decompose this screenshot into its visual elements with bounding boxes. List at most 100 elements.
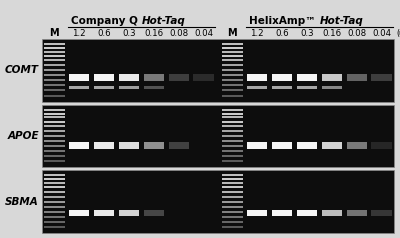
Bar: [44, 174, 65, 176]
Bar: [247, 142, 268, 149]
Text: 0.16: 0.16: [144, 29, 164, 38]
Bar: [44, 221, 65, 223]
Bar: [222, 160, 243, 162]
Bar: [222, 69, 243, 71]
Bar: [371, 142, 392, 149]
Text: COMT: COMT: [5, 65, 39, 75]
Bar: [119, 209, 139, 216]
Text: 0.16: 0.16: [322, 29, 342, 38]
Bar: [222, 221, 243, 223]
Bar: [222, 140, 243, 142]
Bar: [272, 142, 292, 149]
Bar: [247, 209, 268, 216]
Bar: [44, 125, 65, 127]
Bar: [42, 105, 394, 167]
Bar: [222, 51, 243, 53]
Bar: [69, 142, 90, 149]
Bar: [322, 209, 342, 216]
Bar: [69, 74, 90, 81]
Bar: [222, 74, 243, 76]
Text: M: M: [228, 28, 237, 38]
Bar: [44, 55, 65, 57]
Bar: [144, 142, 164, 149]
Bar: [69, 209, 90, 216]
Bar: [119, 74, 139, 81]
Bar: [44, 211, 65, 213]
Bar: [222, 206, 243, 208]
Text: APOE: APOE: [7, 131, 39, 141]
Bar: [222, 89, 243, 91]
Bar: [222, 43, 243, 45]
Bar: [44, 226, 65, 228]
Bar: [44, 121, 65, 123]
Text: SBMA: SBMA: [5, 197, 39, 207]
Bar: [44, 74, 65, 76]
Bar: [222, 201, 243, 203]
Bar: [297, 209, 317, 216]
Bar: [42, 170, 394, 233]
Bar: [44, 79, 65, 81]
Bar: [44, 178, 65, 180]
Bar: [222, 55, 243, 57]
Bar: [222, 79, 243, 81]
Bar: [222, 155, 243, 157]
Bar: [44, 109, 65, 111]
Bar: [94, 74, 114, 81]
Bar: [193, 74, 214, 81]
Text: 0.6: 0.6: [97, 29, 111, 38]
Bar: [222, 109, 243, 111]
Bar: [222, 216, 243, 218]
Text: 0.3: 0.3: [122, 29, 136, 38]
Text: M: M: [50, 28, 59, 38]
Bar: [44, 206, 65, 208]
Bar: [247, 74, 268, 81]
Bar: [119, 86, 139, 89]
Bar: [322, 142, 342, 149]
Bar: [94, 86, 114, 89]
Bar: [44, 135, 65, 137]
Text: 1.2: 1.2: [250, 29, 264, 38]
Bar: [346, 142, 367, 149]
Text: Company Q: Company Q: [71, 15, 142, 25]
Bar: [44, 116, 65, 118]
Bar: [371, 209, 392, 216]
Text: (units): (units): [396, 29, 400, 38]
Bar: [144, 74, 164, 81]
Bar: [222, 121, 243, 123]
Text: Hot-Taq: Hot-Taq: [142, 15, 185, 25]
Text: 0.6: 0.6: [275, 29, 289, 38]
Bar: [168, 142, 189, 149]
Bar: [322, 86, 342, 89]
Bar: [272, 209, 292, 216]
Bar: [222, 226, 243, 228]
Text: 0.04: 0.04: [372, 29, 391, 38]
Bar: [222, 113, 243, 114]
Bar: [44, 84, 65, 86]
Text: 0.08: 0.08: [169, 29, 188, 38]
Bar: [346, 209, 367, 216]
Bar: [44, 89, 65, 91]
Bar: [222, 191, 243, 193]
Bar: [44, 145, 65, 147]
Bar: [44, 191, 65, 193]
Bar: [247, 86, 268, 89]
Bar: [44, 113, 65, 114]
Bar: [69, 86, 90, 89]
Bar: [222, 84, 243, 86]
Bar: [222, 135, 243, 137]
Bar: [44, 60, 65, 61]
Bar: [222, 186, 243, 188]
Bar: [94, 209, 114, 216]
Bar: [322, 74, 342, 81]
Bar: [222, 125, 243, 127]
Bar: [44, 64, 65, 66]
Text: Hot-Taq: Hot-Taq: [320, 15, 363, 25]
Bar: [222, 150, 243, 152]
Text: HelixAmp™: HelixAmp™: [249, 15, 320, 25]
Bar: [94, 142, 114, 149]
Bar: [222, 64, 243, 66]
Bar: [297, 74, 317, 81]
Bar: [42, 39, 394, 102]
Bar: [44, 196, 65, 198]
Bar: [44, 150, 65, 152]
